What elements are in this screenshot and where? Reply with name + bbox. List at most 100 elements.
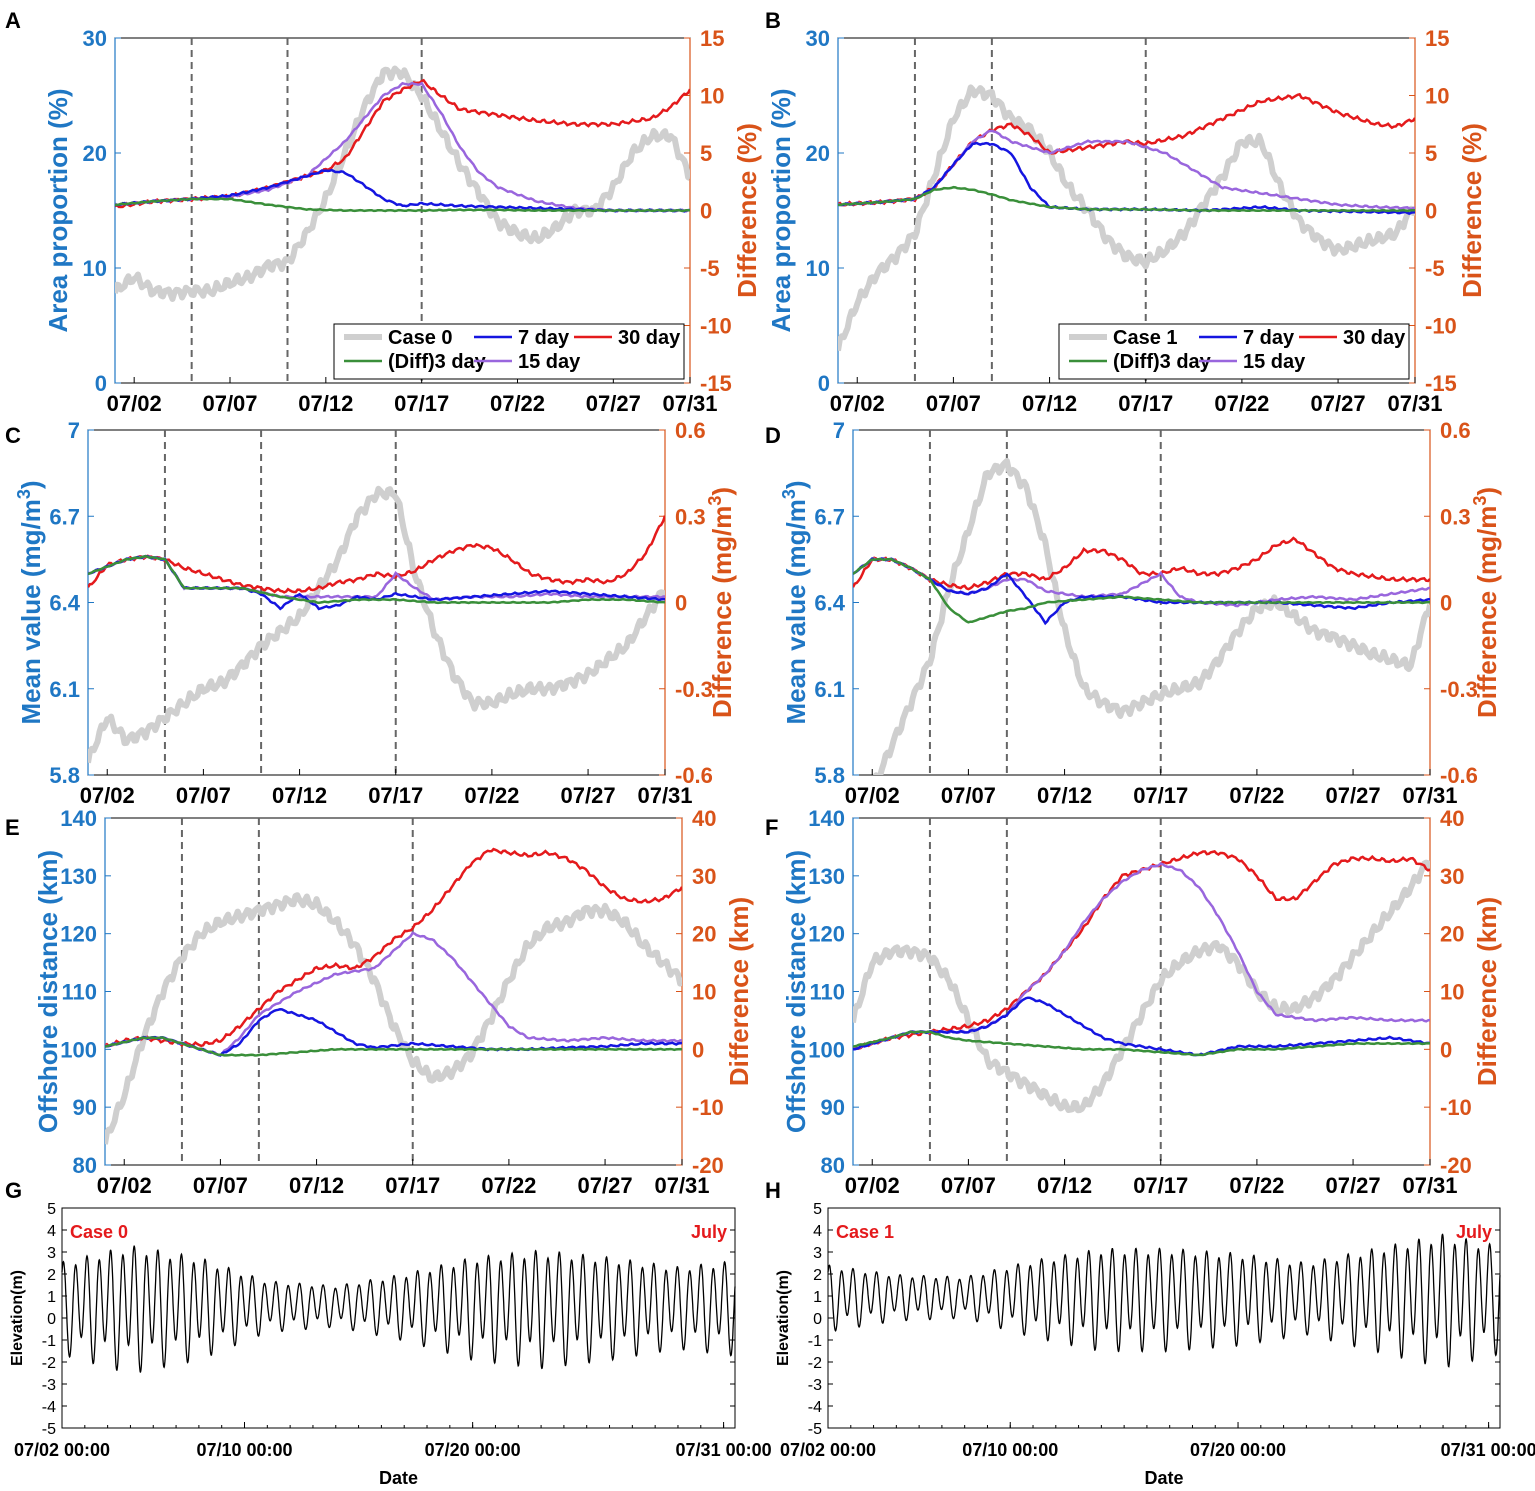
panel-b: B 0 10 20 30 -15 -10 -5 0 5 10 15 07/02 07/07 07/12 07/… bbox=[765, 8, 1487, 416]
x-tick-label: 07/07 bbox=[941, 1173, 996, 1198]
x-tick-label: 07/02 bbox=[107, 391, 162, 416]
y-tick-label: -3 bbox=[42, 1377, 56, 1394]
left-tick-label: 90 bbox=[73, 1095, 97, 1120]
left-tick-label: 6.1 bbox=[49, 677, 80, 702]
right-tick-label: 0.3 bbox=[1440, 504, 1471, 529]
legend-label-d7: 7 day bbox=[518, 327, 570, 349]
plot-area bbox=[87, 429, 666, 776]
legend: Case 0 7 day 30 day (Diff)3 day 15 day bbox=[333, 323, 685, 380]
x-tick-label: 07/12 bbox=[298, 391, 353, 416]
right-tick-label: 10 bbox=[700, 84, 724, 109]
left-tick-label: 120 bbox=[808, 922, 845, 947]
legend-label-d3: (Diff)3 day bbox=[1113, 351, 1212, 373]
left-tick-label: 7 bbox=[833, 418, 845, 443]
x-tick-label: 07/07 bbox=[193, 1173, 248, 1198]
x-tick-label: 07/22 bbox=[1214, 391, 1269, 416]
month-label: July bbox=[691, 1222, 727, 1242]
case-label: Case 0 bbox=[70, 1222, 128, 1242]
right-tick-label: -10 bbox=[692, 1095, 724, 1120]
series-7day-line bbox=[853, 996, 1430, 1057]
case-label: Case 1 bbox=[836, 1222, 894, 1242]
left-tick-label: 30 bbox=[83, 26, 107, 51]
right-tick-label: 5 bbox=[1425, 141, 1437, 166]
right-tick-label: 15 bbox=[1425, 26, 1449, 51]
panel-letter: F bbox=[765, 815, 778, 840]
panel-letter: D bbox=[765, 423, 781, 448]
left-axis-title: Area proportion (%) bbox=[43, 88, 73, 332]
legend-label-d30: 30 day bbox=[1343, 327, 1406, 349]
left-axis-title-tail: ) bbox=[16, 480, 46, 489]
right-tick-label: 40 bbox=[1440, 806, 1464, 831]
y-tick-label: -4 bbox=[42, 1399, 56, 1416]
x-tick-label: 07/02 bbox=[97, 1173, 152, 1198]
x-tick-label: 07/22 bbox=[481, 1173, 536, 1198]
right-tick-label: 10 bbox=[1440, 980, 1464, 1005]
y-tick-label: -3 bbox=[808, 1377, 822, 1394]
left-tick-label: 6.7 bbox=[49, 504, 80, 529]
series-case-line bbox=[88, 485, 665, 764]
left-tick-label: 30 bbox=[806, 26, 830, 51]
y-tick-label: 3 bbox=[813, 1245, 822, 1262]
right-axis-title-sup: 3 bbox=[1470, 496, 1490, 506]
right-tick-label: -15 bbox=[1425, 371, 1457, 396]
y-tick-label: 4 bbox=[47, 1223, 56, 1240]
right-tick-label: 0.6 bbox=[675, 418, 706, 443]
left-tick-label: 0 bbox=[95, 371, 107, 396]
right-axis-title-text: Difference (km) bbox=[724, 897, 754, 1086]
legend-label-d15: 15 day bbox=[518, 351, 581, 373]
legend: Case 1 7 day 30 day (Diff)3 day 15 day bbox=[1058, 323, 1410, 380]
right-tick-label: 0 bbox=[1440, 591, 1452, 616]
right-tick-label: -15 bbox=[700, 371, 732, 396]
left-tick-label: 100 bbox=[60, 1037, 97, 1062]
x-tick-label: 07/12 bbox=[289, 1173, 344, 1198]
x-tick-label: 07/10 00:00 bbox=[962, 1440, 1058, 1460]
series-30day-line bbox=[105, 847, 682, 1048]
series-3day-line bbox=[105, 1036, 682, 1057]
x-tick-label: 07/31 bbox=[637, 783, 692, 808]
x-tick-label: 07/27 bbox=[1311, 391, 1366, 416]
series-3day-line bbox=[853, 1030, 1430, 1057]
left-axis-title-text: Area proportion (%) bbox=[43, 88, 73, 332]
panel-letter: E bbox=[5, 815, 20, 840]
x-tick-label: 07/17 bbox=[368, 783, 423, 808]
plot-area bbox=[852, 817, 1431, 1166]
left-tick-label: 20 bbox=[806, 141, 830, 166]
right-axis-title: Difference (mg/m3) bbox=[1470, 487, 1502, 718]
legend-label-d15: 15 day bbox=[1243, 351, 1306, 373]
x-tick-label: 07/17 bbox=[1133, 1173, 1188, 1198]
right-tick-label: 15 bbox=[700, 26, 724, 51]
x-tick-label: 07/07 bbox=[926, 391, 981, 416]
left-tick-label: 6.1 bbox=[814, 677, 845, 702]
left-axis-title-sup: 3 bbox=[779, 489, 799, 499]
x-tick-label: 07/27 bbox=[1326, 783, 1381, 808]
left-axis-title: Area proportion (%) bbox=[766, 88, 796, 332]
y-tick-label: -2 bbox=[808, 1355, 822, 1372]
right-tick-label: -10 bbox=[700, 314, 732, 339]
series-group bbox=[853, 850, 1430, 1114]
right-axis-title: Difference (%) bbox=[732, 123, 762, 298]
tide-elevation-line bbox=[61, 1245, 736, 1373]
left-tick-label: 120 bbox=[60, 922, 97, 947]
x-tick-label: 07/12 bbox=[1037, 783, 1092, 808]
series-group bbox=[115, 65, 690, 302]
right-axis-title-text: Difference (km) bbox=[1472, 897, 1502, 1086]
legend-label-d7: 7 day bbox=[1243, 327, 1295, 349]
x-tick-label: 07/31 bbox=[654, 1173, 709, 1198]
right-tick-label: 20 bbox=[692, 922, 716, 947]
series-case-line bbox=[838, 84, 1415, 352]
x-tick-label: 07/07 bbox=[941, 783, 996, 808]
y-tick-label: -2 bbox=[42, 1355, 56, 1372]
panel-c: C 5.8 6.1 6.4 6.7 7 -0.6 -0.3 0 0.3 0.6 07/02 07/07 0… bbox=[5, 418, 737, 808]
x-tick-label: 07/27 bbox=[578, 1173, 633, 1198]
series-3day-line bbox=[838, 185, 1415, 213]
panel-a: A 0 10 20 30 -15 -10 -5 0 5 10 15 07/02 07/07 07/12 07/… bbox=[5, 8, 762, 416]
x-tick-label: 07/22 bbox=[464, 783, 519, 808]
x-tick-label: 07/12 bbox=[272, 783, 327, 808]
left-tick-label: 20 bbox=[83, 141, 107, 166]
right-tick-label: -0.3 bbox=[1440, 677, 1478, 702]
panel-e: E 80 90 100 110 120 130 140 -20 -10 0 10 20 30 40 07/02… bbox=[5, 806, 754, 1198]
legend-box bbox=[333, 323, 685, 380]
series-3day-line bbox=[853, 557, 1430, 624]
y-tick-label: 5 bbox=[47, 1201, 56, 1218]
series-3day-line bbox=[88, 554, 665, 605]
